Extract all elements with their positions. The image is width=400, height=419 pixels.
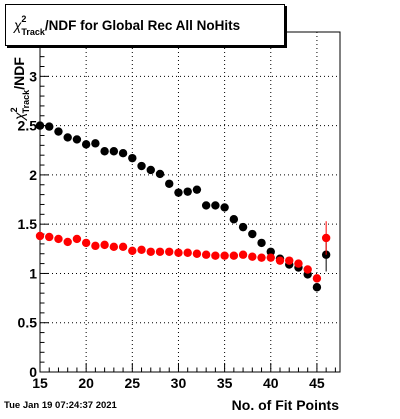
data-point bbox=[201, 201, 211, 210]
data-point bbox=[63, 237, 72, 247]
data-markers bbox=[35, 121, 331, 292]
data-point bbox=[238, 250, 248, 259]
data-point bbox=[146, 247, 155, 256]
y-axis-label-rest: /NDF bbox=[11, 57, 27, 90]
data-point bbox=[165, 247, 174, 256]
data-point bbox=[137, 245, 146, 254]
data-point bbox=[220, 251, 229, 260]
data-point bbox=[201, 250, 211, 259]
grid-lines bbox=[40, 32, 340, 372]
svg-text:χ2Track/NDF: χ2 Track/NDF bbox=[9, 57, 31, 122]
x-axis-label: No. of Fit Points bbox=[232, 397, 340, 413]
title-symbol: χ bbox=[14, 18, 22, 33]
data-point bbox=[266, 253, 275, 262]
data-point bbox=[81, 238, 91, 248]
tick-labels: 15 20 25 30 35 40 45 0 0.5 1 1.5 2 2.5 3 bbox=[18, 68, 325, 391]
data-point bbox=[312, 274, 322, 283]
x-tick-label: 30 bbox=[171, 375, 187, 391]
data-point bbox=[45, 232, 54, 242]
y-tick-label: 2 bbox=[29, 167, 37, 183]
data-point bbox=[229, 251, 239, 260]
data-point bbox=[192, 249, 202, 258]
data-point bbox=[312, 283, 322, 292]
data-point bbox=[174, 188, 183, 197]
data-point bbox=[257, 238, 266, 248]
title-box: χ2 Track/NDF for Global Rec All NoHits bbox=[5, 4, 285, 46]
data-point bbox=[303, 265, 312, 274]
data-point bbox=[211, 251, 220, 260]
x-tick-label: 25 bbox=[125, 375, 141, 391]
data-point bbox=[63, 133, 72, 142]
y-axis-label-subscript: Track bbox=[21, 89, 31, 114]
y-tick-label: 0.5 bbox=[18, 315, 38, 331]
data-point bbox=[238, 222, 248, 232]
data-point bbox=[118, 149, 128, 158]
data-point bbox=[285, 256, 294, 265]
data-point bbox=[248, 252, 257, 261]
data-point bbox=[118, 242, 128, 252]
axis-ticks bbox=[39, 36, 336, 373]
data-point bbox=[35, 231, 45, 241]
x-tick-label: 40 bbox=[263, 375, 279, 391]
data-point bbox=[183, 187, 192, 196]
data-point bbox=[229, 215, 239, 224]
timestamp: Tue Jan 19 07:24:37 2021 bbox=[4, 400, 117, 411]
data-point bbox=[45, 122, 54, 131]
plot-frame bbox=[39, 31, 341, 373]
x-tick-label: 15 bbox=[32, 375, 48, 391]
data-point bbox=[266, 247, 275, 256]
data-point bbox=[91, 241, 100, 251]
title-superscript: 2 bbox=[21, 14, 27, 24]
data-point bbox=[192, 185, 202, 194]
data-point bbox=[183, 248, 192, 257]
y-axis-label-superscript: 2 bbox=[9, 107, 19, 112]
data-point bbox=[155, 247, 165, 256]
data-point bbox=[35, 121, 45, 130]
y-tick-label: 3 bbox=[29, 68, 37, 84]
data-point bbox=[54, 234, 63, 244]
title-rest: /NDF for Global Rec All NoHits bbox=[44, 18, 241, 33]
data-point bbox=[321, 233, 331, 243]
data-point bbox=[257, 253, 266, 262]
y-tick-label: 0 bbox=[29, 364, 37, 380]
data-point bbox=[100, 240, 109, 250]
data-point bbox=[294, 259, 303, 268]
x-tick-label: 20 bbox=[78, 375, 94, 391]
data-point bbox=[155, 169, 165, 179]
y-tick-label: 2.5 bbox=[18, 118, 38, 134]
data-point bbox=[275, 256, 285, 265]
y-tick-label: 1.5 bbox=[18, 216, 38, 232]
data-point bbox=[72, 234, 82, 244]
data-point bbox=[211, 201, 220, 210]
chart-title: χ2 Track/NDF for Global Rec All NoHits bbox=[14, 14, 241, 37]
data-point bbox=[54, 127, 63, 136]
data-point bbox=[137, 161, 146, 171]
series-1 bbox=[35, 221, 331, 283]
data-point bbox=[174, 248, 183, 257]
series-0 bbox=[35, 121, 331, 292]
data-point bbox=[146, 165, 155, 175]
data-point bbox=[165, 179, 174, 188]
data-point bbox=[100, 147, 109, 156]
data-point bbox=[220, 203, 229, 212]
data-point bbox=[109, 147, 119, 156]
y-tick-label: 1 bbox=[29, 265, 37, 281]
y-axis-label-symbol: χ bbox=[11, 112, 27, 122]
data-point bbox=[91, 139, 100, 148]
y-axis-label: χ2 Track/NDF bbox=[9, 57, 31, 122]
x-tick-label: 45 bbox=[309, 375, 325, 391]
data-point bbox=[109, 242, 119, 252]
data-point bbox=[72, 135, 82, 144]
data-point bbox=[81, 140, 91, 149]
title-subscript: Track bbox=[21, 27, 45, 37]
data-point bbox=[128, 246, 137, 255]
data-point bbox=[248, 229, 257, 239]
x-tick-label: 35 bbox=[217, 375, 233, 391]
data-point bbox=[128, 153, 137, 163]
